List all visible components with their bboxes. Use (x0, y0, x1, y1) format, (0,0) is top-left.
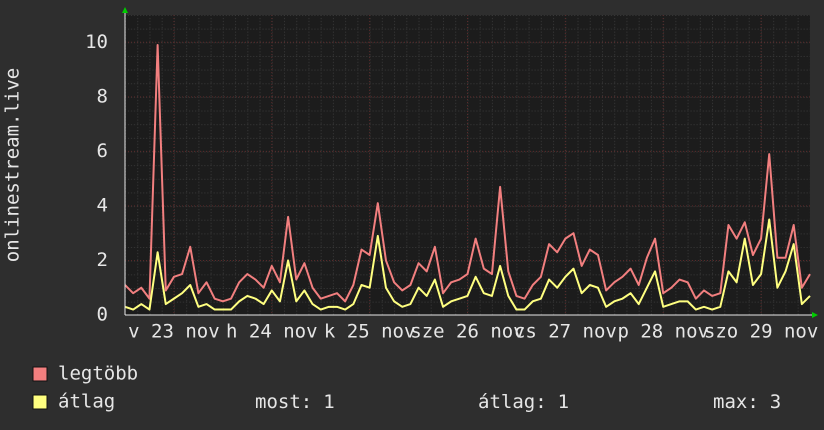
legend-swatch (32, 394, 48, 410)
series-line (124, 218, 811, 311)
y-tick-label: 10 (85, 31, 108, 53)
y-tick-label: 4 (97, 194, 108, 216)
series-line (124, 44, 811, 303)
x-tick-label: szo 29 nov (704, 321, 818, 343)
x-tick-label: v 23 nov (128, 321, 220, 343)
x-tick-label: h 24 nov (226, 321, 318, 343)
legend-swatch (32, 366, 48, 382)
y-tick-label: 8 (97, 85, 108, 107)
x-tick-label: k 25 nov (324, 321, 416, 343)
stat-value: 3 (770, 391, 781, 413)
legend: legtöbb átlag most: 1 átlag: 1 max: 3 (32, 363, 781, 413)
stat: most: 1 (255, 391, 335, 413)
stat: átlag: 1 (478, 391, 569, 413)
stat-value: 1 (323, 391, 334, 413)
y-tick-label: 2 (97, 249, 108, 271)
stat-value: 1 (558, 391, 569, 413)
lines (124, 44, 811, 311)
y-axis-label: onlinestream.live (2, 68, 24, 262)
y-tick-label: 0 (97, 304, 108, 326)
stat-label: max: (713, 391, 759, 413)
legend-label: legtöbb (58, 363, 138, 385)
x-tick-label: p 28 nov (617, 321, 709, 343)
y-arrow (122, 7, 128, 13)
x-tick-label: sze 26 nov (410, 321, 524, 343)
grid (125, 15, 810, 316)
stat-label: most: (255, 391, 312, 413)
stat-label: átlag: (478, 391, 547, 413)
x-tick-label: cs 27 nov (514, 321, 617, 343)
y-tick-label: 6 (97, 140, 108, 162)
legend-label: átlag (58, 391, 115, 413)
axes (122, 7, 818, 318)
stat: max: 3 (713, 391, 781, 413)
x-arrow (812, 312, 818, 318)
